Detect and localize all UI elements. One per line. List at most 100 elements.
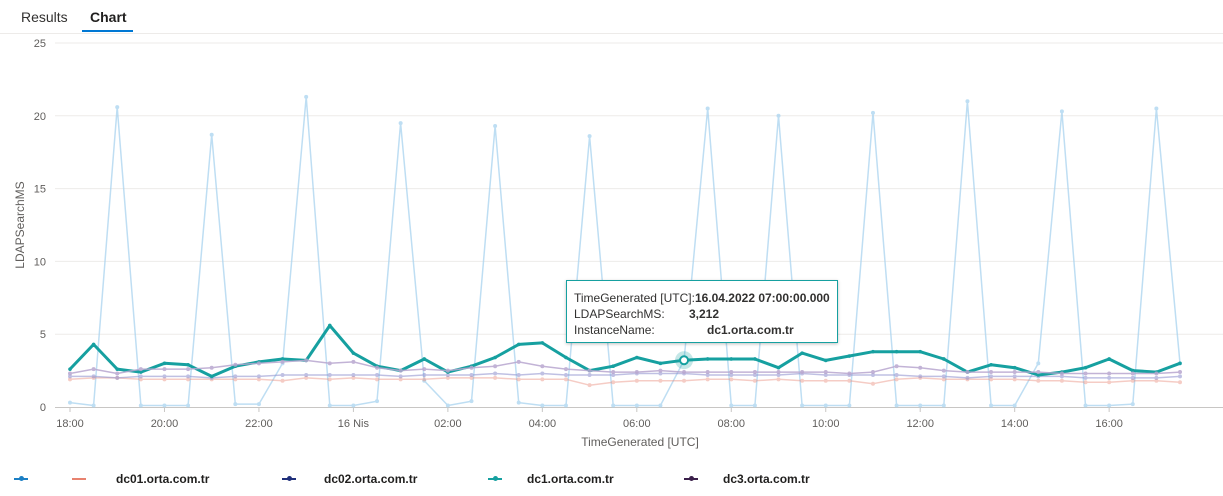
data-point <box>280 372 285 377</box>
data-point <box>91 367 96 372</box>
data-point <box>375 377 380 382</box>
tooltip-value: dc1.orta.com.tr <box>707 323 794 337</box>
data-point <box>1130 368 1135 373</box>
data-point <box>682 370 687 375</box>
series-line <box>69 359 1181 375</box>
data-point <box>115 371 120 376</box>
data-point <box>540 403 545 408</box>
data-point <box>1012 403 1017 408</box>
data-point <box>398 121 403 126</box>
data-point <box>989 362 993 367</box>
data-point <box>1059 374 1064 379</box>
data-point <box>422 367 427 372</box>
data-point <box>587 383 592 388</box>
data-point <box>941 374 946 379</box>
data-point <box>1083 371 1088 376</box>
data-point <box>941 368 946 373</box>
data-point <box>1154 371 1159 376</box>
data-point <box>705 357 710 361</box>
x-tick-label: 22:00 <box>245 418 273 430</box>
data-point <box>351 359 356 364</box>
data-point <box>233 377 238 382</box>
tab-results[interactable]: Results <box>21 9 68 25</box>
tooltip-label: InstanceName: <box>574 323 655 337</box>
data-point <box>91 342 96 347</box>
data-point <box>989 403 994 408</box>
data-point <box>870 381 875 386</box>
data-point <box>918 374 923 379</box>
data-point <box>1178 374 1182 379</box>
data-point <box>138 374 143 379</box>
data-point <box>729 370 734 375</box>
data-point <box>233 362 238 367</box>
data-point <box>186 403 191 408</box>
data-point <box>422 357 427 361</box>
data-point <box>729 372 734 377</box>
tooltip-label: LDAPSearchMS: <box>574 307 665 321</box>
y-tick-label: 15 <box>34 184 46 196</box>
y-tick-label: 20 <box>34 111 46 123</box>
series-lines[interactable] <box>68 94 1182 408</box>
data-point <box>705 377 710 382</box>
data-point <box>445 372 450 377</box>
data-point <box>375 372 380 377</box>
data-point <box>91 374 96 379</box>
data-point <box>705 370 710 375</box>
data-point <box>493 371 498 376</box>
data-point <box>469 372 474 377</box>
data-point <box>209 132 214 137</box>
x-tick-label: 16:00 <box>1095 418 1123 430</box>
data-point <box>68 377 72 382</box>
data-point <box>1130 378 1135 383</box>
data-point <box>1036 378 1041 383</box>
series-line <box>70 372 1181 379</box>
data-point <box>1036 370 1041 375</box>
data-point <box>138 377 143 382</box>
data-point <box>516 372 521 377</box>
x-tick-label: 14:00 <box>1001 418 1029 430</box>
legend-marker <box>19 476 24 481</box>
x-axis-ticks: 18:00 20:00 22:00 16 Nis 02:00 04:00 06:00 08:0… <box>56 407 1123 430</box>
data-point <box>375 399 380 404</box>
data-point <box>398 374 403 379</box>
data-point <box>894 403 899 408</box>
data-point <box>138 367 143 372</box>
data-point <box>209 374 214 379</box>
data-point <box>162 361 167 366</box>
legend-label: dc02.orta.com.tr <box>324 472 418 486</box>
data-point <box>870 370 875 375</box>
x-tick-label: 18:00 <box>56 418 84 430</box>
series-dc3.orta.com.tr <box>68 358 1182 376</box>
legend-marker <box>689 476 694 481</box>
data-point <box>705 106 710 111</box>
data-point <box>800 351 804 355</box>
data-point <box>729 377 734 382</box>
x-axis-title: TimeGenerated [UTC] <box>581 435 699 449</box>
data-point <box>91 403 96 408</box>
y-tick-label: 0 <box>40 402 46 414</box>
data-point <box>1178 361 1182 366</box>
data-point <box>965 99 970 104</box>
data-point <box>233 402 238 407</box>
tab-chart[interactable]: Chart <box>90 9 127 25</box>
data-point <box>611 370 616 375</box>
data-point <box>989 374 994 379</box>
data-point <box>280 359 285 364</box>
data-point <box>256 374 261 379</box>
data-point <box>658 368 663 373</box>
data-point <box>540 377 545 382</box>
data-point <box>351 372 356 377</box>
data-point <box>752 378 757 383</box>
data-point <box>162 377 167 382</box>
data-point <box>965 370 970 375</box>
data-point <box>256 361 261 366</box>
data-point <box>823 370 828 375</box>
data-point <box>422 378 427 383</box>
data-point <box>847 354 852 358</box>
data-point <box>115 375 120 380</box>
data-point <box>469 399 474 404</box>
legend-label: dc1.orta.com.tr <box>527 472 614 486</box>
data-point <box>752 370 757 375</box>
data-point <box>563 372 568 377</box>
data-point <box>705 372 710 377</box>
